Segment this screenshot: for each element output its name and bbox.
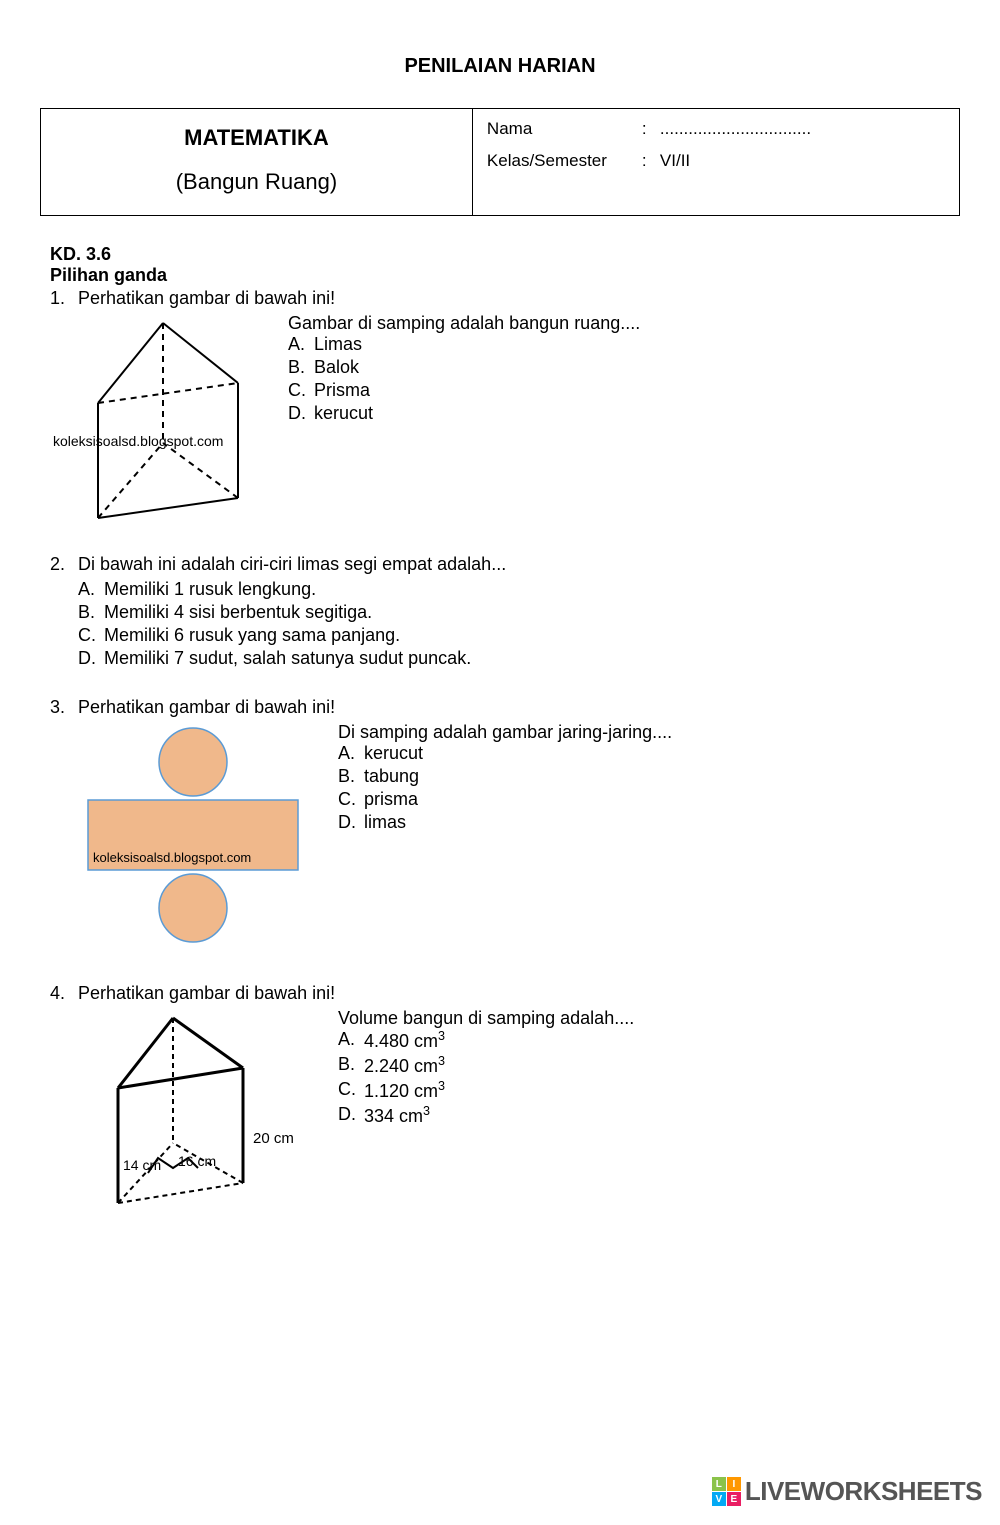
q3-option-d[interactable]: D.limas — [338, 812, 672, 833]
q1-prism-figure — [78, 313, 258, 523]
q4-text: Perhatikan gambar di bawah ini! — [78, 983, 960, 1004]
q4-prism-figure: 14 cm 16 cm 20 cm — [78, 1008, 318, 1228]
footer-text: LIVEWORKSHEETS — [745, 1476, 982, 1507]
section-label: Pilihan ganda — [50, 265, 960, 286]
watermark: koleksisoalsd.blogspot.com — [53, 433, 223, 449]
q3-option-a[interactable]: A.kerucut — [338, 743, 672, 764]
q3-text: Perhatikan gambar di bawah ini! — [78, 697, 960, 718]
q3-prompt: Di samping adalah gambar jaring-jaring..… — [338, 722, 672, 743]
q4-option-c[interactable]: C.1.120 cm3 — [338, 1079, 634, 1102]
logo-cell-e: E — [727, 1492, 741, 1506]
q4-label-20cm: 20 cm — [253, 1130, 294, 1147]
q4-number: 4. — [50, 983, 78, 1233]
q2-text: Di bawah ini adalah ciri-ciri limas segi… — [78, 554, 960, 575]
question-2: 2. Di bawah ini adalah ciri-ciri limas s… — [50, 554, 960, 671]
q2-option-b[interactable]: B.Memiliki 4 sisi berbentuk segitiga. — [78, 602, 960, 623]
q3-number: 3. — [50, 697, 78, 957]
logo-cell-l: L — [712, 1477, 726, 1491]
class-value: VI/II — [660, 151, 690, 171]
page-title: PENILAIAN HARIAN — [40, 55, 960, 78]
q1-prompt: Gambar di samping adalah bangun ruang...… — [288, 313, 640, 334]
q4-prompt: Volume bangun di samping adalah.... — [338, 1008, 634, 1029]
q1-option-d[interactable]: D.kerucut — [288, 403, 640, 424]
q4-label-16cm: 16 cm — [178, 1153, 216, 1169]
logo-cell-i: I — [727, 1477, 741, 1491]
name-label: Nama — [487, 119, 642, 139]
q2-number: 2. — [50, 554, 78, 671]
logo-cell-v: V — [712, 1492, 726, 1506]
watermark: koleksisoalsd.blogspot.com — [93, 850, 251, 865]
kd-code: KD. 3.6 — [50, 244, 960, 265]
liveworksheets-logo: L I V E LIVEWORKSHEETS — [712, 1476, 982, 1507]
name-value[interactable]: ................................ — [660, 119, 811, 139]
q4-option-d[interactable]: D.334 cm3 — [338, 1104, 634, 1127]
q3-option-b[interactable]: B.tabung — [338, 766, 672, 787]
subtitle: (Bangun Ruang) — [55, 169, 458, 195]
subject: MATEMATIKA — [55, 125, 458, 151]
q4-label-14cm: 14 cm — [123, 1157, 161, 1173]
question-1: 1. Perhatikan gambar di bawah ini! kolek… — [50, 288, 960, 528]
q2-option-c[interactable]: C.Memiliki 6 rusuk yang sama panjang. — [78, 625, 960, 646]
q1-option-c[interactable]: C.Prisma — [288, 380, 640, 401]
q1-number: 1. — [50, 288, 78, 528]
class-label: Kelas/Semester — [487, 151, 642, 171]
q3-net-figure: koleksisoalsd.blogspot.com — [78, 722, 308, 952]
q1-option-b[interactable]: B.Balok — [288, 357, 640, 378]
header-table: MATEMATIKA (Bangun Ruang) Nama : .......… — [40, 108, 960, 216]
q2-option-a[interactable]: A.Memiliki 1 rusuk lengkung. — [78, 579, 960, 600]
q4-option-a[interactable]: A.4.480 cm3 — [338, 1029, 634, 1052]
q2-option-d[interactable]: D.Memiliki 7 sudut, salah satunya sudut … — [78, 648, 960, 669]
q3-option-c[interactable]: C.prisma — [338, 789, 672, 810]
q4-option-b[interactable]: B.2.240 cm3 — [338, 1054, 634, 1077]
question-4: 4. Perhatikan gambar di bawah ini! 14 cm… — [50, 983, 960, 1233]
question-3: 3. Perhatikan gambar di bawah ini! kolek… — [50, 697, 960, 957]
q1-text: Perhatikan gambar di bawah ini! — [78, 288, 960, 309]
q1-option-a[interactable]: A.Limas — [288, 334, 640, 355]
